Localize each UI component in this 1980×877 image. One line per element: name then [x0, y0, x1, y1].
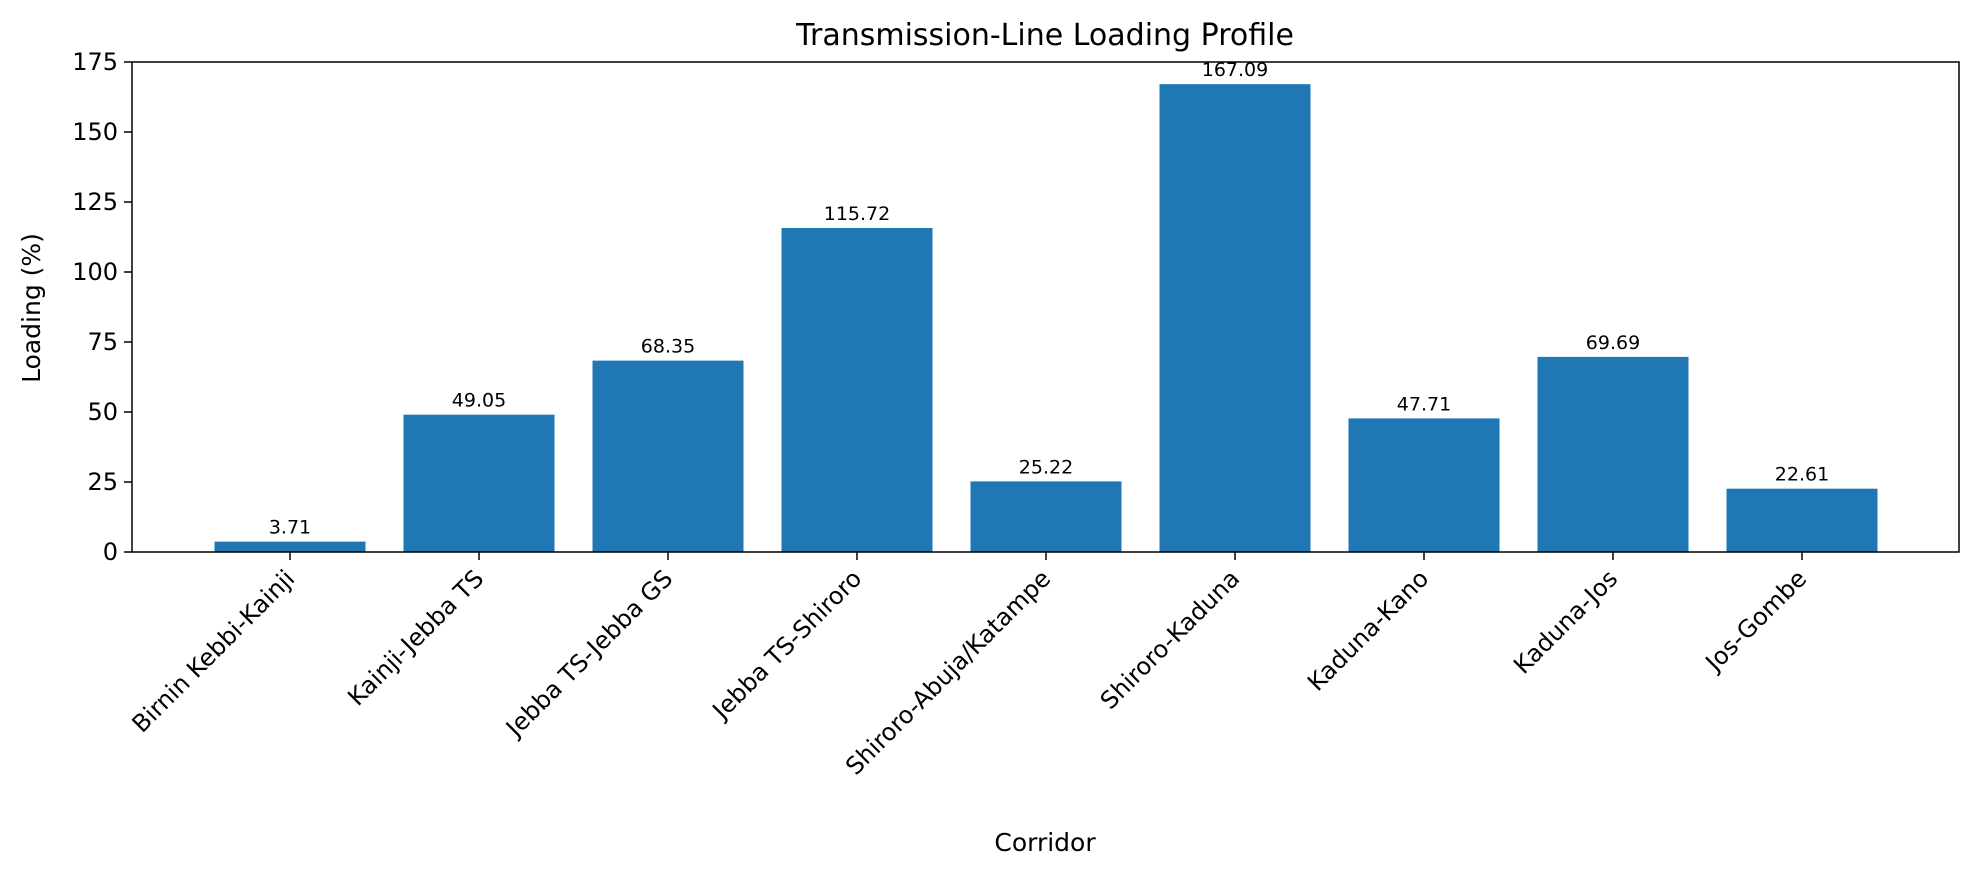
data-label-8: 69.69	[1586, 332, 1640, 354]
data-label-2: 49.05	[452, 390, 506, 412]
y-tick-label-6: 125	[72, 188, 118, 216]
y-tick-label-7: 150	[72, 118, 118, 146]
data-labels: 3.71 49.05 68.35 115.72 25.22 167.09 47.71 69.6…	[269, 59, 1829, 538]
data-label-4: 115.72	[824, 203, 890, 225]
bar-7	[1348, 418, 1500, 552]
y-tick-label-1: 0	[103, 538, 118, 566]
bars-layer	[214, 84, 1878, 552]
data-label-6: 167.09	[1202, 59, 1268, 81]
bar-4	[781, 227, 933, 552]
bar-8	[1537, 356, 1689, 552]
bar-2	[403, 414, 555, 552]
plot-frame	[131, 61, 1960, 553]
chart-title: Transmission-Line Loading Profile	[795, 18, 1294, 53]
bar-3	[592, 360, 744, 552]
y-axis-ticks: 0 25 50 75 100 125 150 175	[72, 48, 132, 566]
data-label-3: 68.35	[641, 336, 695, 358]
bar-6	[1159, 84, 1311, 552]
x-axis-label: Corridor	[994, 828, 1096, 857]
y-tick-label-5: 100	[72, 258, 118, 286]
y-tick-label-8: 175	[72, 48, 118, 76]
bar-5	[970, 481, 1122, 552]
bar-1	[214, 541, 366, 552]
y-tick-label-3: 50	[87, 398, 118, 426]
bar-9	[1726, 488, 1878, 552]
data-label-7: 47.71	[1397, 393, 1451, 415]
data-label-5: 25.22	[1019, 456, 1073, 478]
data-label-9: 22.61	[1775, 464, 1829, 486]
y-axis-label: Loading (%)	[17, 233, 46, 383]
y-tick-label-2: 25	[87, 468, 118, 496]
y-tick-label-4: 75	[87, 328, 118, 356]
data-label-1: 3.71	[269, 517, 311, 539]
